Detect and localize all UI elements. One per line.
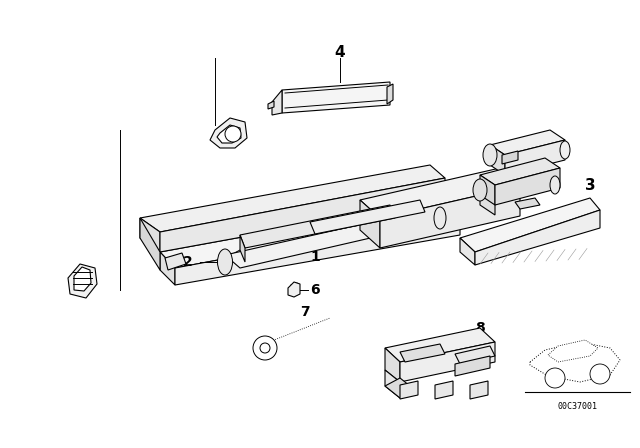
Polygon shape — [475, 210, 600, 265]
Polygon shape — [480, 175, 535, 200]
Polygon shape — [140, 218, 160, 270]
Polygon shape — [490, 130, 565, 155]
Polygon shape — [210, 118, 247, 148]
Polygon shape — [385, 348, 400, 382]
Text: 2: 2 — [183, 255, 193, 269]
Text: 7: 7 — [300, 305, 310, 319]
Polygon shape — [160, 200, 460, 268]
Circle shape — [253, 336, 277, 360]
Text: 8: 8 — [475, 321, 484, 335]
Polygon shape — [387, 84, 393, 104]
Polygon shape — [310, 200, 425, 234]
Polygon shape — [455, 356, 490, 376]
Text: 1: 1 — [310, 250, 320, 264]
Polygon shape — [268, 101, 274, 109]
Polygon shape — [515, 183, 540, 194]
Text: 00C37001: 00C37001 — [557, 402, 597, 411]
Circle shape — [260, 343, 270, 353]
Polygon shape — [400, 344, 445, 362]
Polygon shape — [217, 125, 241, 143]
Circle shape — [225, 126, 241, 142]
Polygon shape — [240, 205, 395, 248]
Polygon shape — [502, 151, 518, 164]
Circle shape — [545, 368, 565, 388]
Polygon shape — [470, 381, 488, 399]
Text: 3: 3 — [585, 177, 595, 193]
Polygon shape — [400, 381, 418, 399]
Text: 4: 4 — [335, 44, 346, 60]
Ellipse shape — [483, 144, 497, 166]
Polygon shape — [530, 342, 620, 382]
Polygon shape — [505, 140, 565, 175]
Ellipse shape — [218, 249, 232, 275]
Polygon shape — [480, 158, 560, 185]
Polygon shape — [385, 378, 415, 398]
Polygon shape — [140, 218, 160, 252]
Polygon shape — [385, 370, 400, 398]
Ellipse shape — [473, 179, 487, 201]
Text: 0: 0 — [475, 343, 484, 357]
Text: 6: 6 — [310, 283, 319, 297]
Polygon shape — [455, 346, 495, 364]
Polygon shape — [175, 215, 460, 285]
Polygon shape — [68, 264, 97, 298]
Polygon shape — [74, 267, 91, 291]
Polygon shape — [380, 186, 520, 248]
Polygon shape — [160, 178, 445, 252]
Polygon shape — [435, 381, 453, 399]
Polygon shape — [282, 82, 390, 113]
Polygon shape — [548, 340, 598, 362]
Polygon shape — [385, 328, 495, 362]
Polygon shape — [360, 200, 380, 248]
Polygon shape — [480, 175, 495, 205]
Circle shape — [590, 364, 610, 384]
Polygon shape — [495, 168, 560, 205]
Polygon shape — [400, 342, 495, 382]
Polygon shape — [460, 198, 600, 252]
Polygon shape — [160, 252, 175, 285]
Polygon shape — [360, 168, 520, 218]
Ellipse shape — [560, 141, 570, 159]
Polygon shape — [225, 210, 440, 268]
Polygon shape — [288, 282, 300, 297]
Polygon shape — [272, 90, 282, 115]
Polygon shape — [140, 165, 445, 232]
Polygon shape — [165, 253, 186, 270]
Text: 5: 5 — [223, 255, 231, 268]
Polygon shape — [460, 238, 475, 265]
Polygon shape — [490, 145, 505, 175]
Ellipse shape — [550, 176, 560, 194]
Polygon shape — [240, 235, 245, 262]
Polygon shape — [480, 190, 495, 215]
Polygon shape — [515, 198, 540, 209]
Ellipse shape — [434, 207, 446, 229]
